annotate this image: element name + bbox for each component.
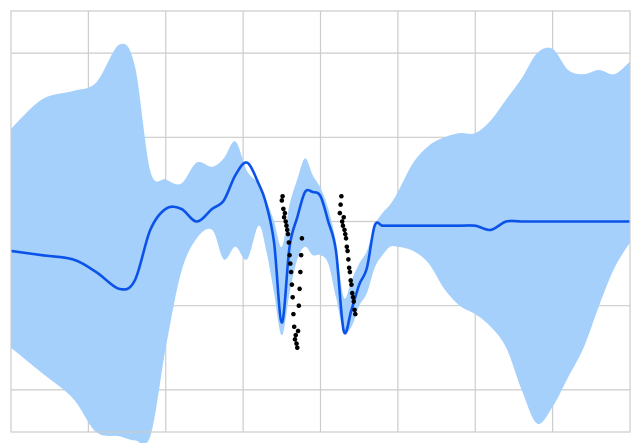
observation-point <box>346 257 351 262</box>
observation-point <box>279 198 285 203</box>
observation-point <box>340 223 346 229</box>
observation-point <box>337 210 343 216</box>
observation-point <box>352 307 357 313</box>
confidence-band-group <box>11 43 630 443</box>
observation-point <box>295 328 301 334</box>
observation-point <box>285 231 291 237</box>
observation-point <box>293 332 299 338</box>
observation-point <box>288 261 293 266</box>
observation-point <box>339 193 344 199</box>
observation-point <box>338 202 343 207</box>
mean-line <box>10 161 630 335</box>
observation-point <box>353 311 358 317</box>
observation-point <box>344 244 350 250</box>
observation-point <box>297 286 302 292</box>
confidence-band <box>11 43 630 443</box>
observation-point <box>283 219 288 224</box>
observation-point <box>298 269 303 275</box>
observation-point <box>339 219 345 224</box>
observation-point <box>351 299 357 304</box>
plot-frame <box>10 10 631 433</box>
observation-point <box>294 341 299 346</box>
observation-point <box>296 303 302 309</box>
observation-point <box>346 265 352 271</box>
observation-point <box>290 294 295 300</box>
observation-point <box>348 278 353 283</box>
observation-point <box>286 240 292 245</box>
observation-point <box>342 227 347 233</box>
observation-point <box>345 248 350 254</box>
observation-point <box>343 236 349 241</box>
observation-point <box>289 282 295 287</box>
observation-point <box>291 311 296 317</box>
observation-point <box>347 269 353 275</box>
observation-point <box>282 210 288 216</box>
observation-point <box>294 345 300 351</box>
observation-point <box>341 214 347 220</box>
observation-point <box>284 227 290 233</box>
observation-point <box>281 206 286 212</box>
observation-point <box>292 337 298 342</box>
observation-point <box>350 294 356 300</box>
observation-point <box>281 214 287 220</box>
observation-point <box>284 223 289 229</box>
observation-point <box>291 324 297 330</box>
observation-point <box>299 236 305 241</box>
observation-point <box>342 231 348 237</box>
observation-point <box>298 252 304 258</box>
observation-points-group <box>279 193 358 351</box>
observation-point <box>349 290 355 296</box>
observation-point <box>349 282 354 287</box>
mean-line-group <box>10 161 630 335</box>
observation-point <box>287 252 292 258</box>
observation-point <box>288 269 294 275</box>
observation-point <box>280 193 285 199</box>
